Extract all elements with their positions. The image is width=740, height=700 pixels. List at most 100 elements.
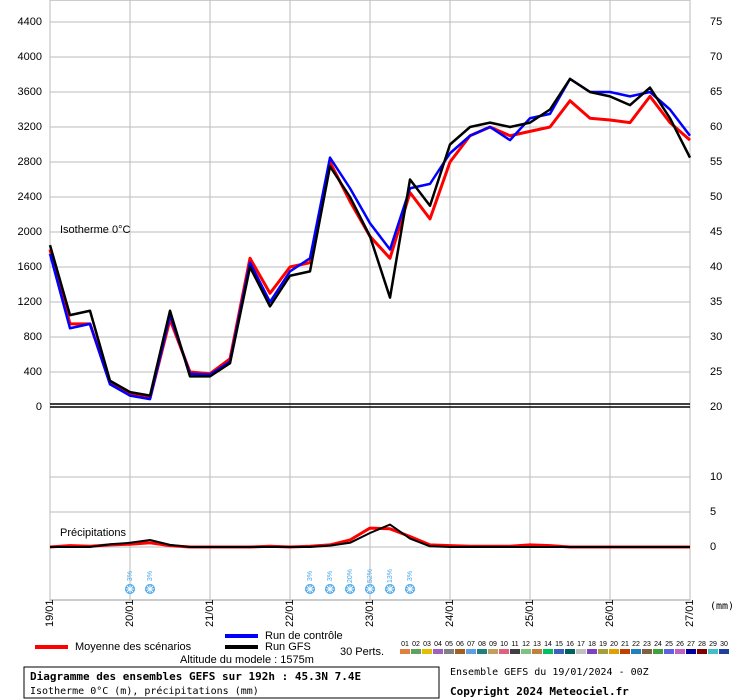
- pert-label: 27: [687, 641, 695, 648]
- x-tick-label: 25/01: [524, 599, 536, 627]
- snow-icon: [365, 584, 375, 594]
- series-line: [50, 523, 690, 548]
- pert-swatch: [433, 649, 443, 654]
- y-tick-label: 2800: [18, 156, 42, 168]
- pert-swatch: [576, 649, 586, 654]
- pert-swatch: [587, 649, 597, 654]
- pert-label: 01: [401, 641, 409, 648]
- pert-label: 13: [533, 641, 541, 648]
- perturbations-label: 30 Perts.: [340, 646, 384, 658]
- pert-swatch: [532, 649, 542, 654]
- snow-icon: [325, 584, 335, 594]
- pert-label: 22: [632, 641, 640, 648]
- pert-swatch: [510, 649, 520, 654]
- snow-label: 13%: [387, 569, 394, 583]
- series-line: [48, 77, 692, 397]
- panel-label: Précipitations: [60, 527, 127, 539]
- copyright: Copyright 2024 Meteociel.fr: [450, 685, 629, 698]
- y-tick-label: 2000: [18, 226, 42, 238]
- pert-label: 04: [434, 641, 442, 648]
- snow-icon: [405, 584, 415, 594]
- snow-icon: [345, 584, 355, 594]
- pert-swatch: [466, 649, 476, 654]
- pert-swatch: [697, 649, 707, 654]
- pert-swatch: [631, 649, 641, 654]
- y-tick-label: 3200: [18, 121, 42, 133]
- snow-label: 3%: [407, 571, 414, 581]
- pert-swatch: [444, 649, 454, 654]
- pert-swatch: [521, 649, 531, 654]
- pert-swatch: [488, 649, 498, 654]
- snow-icon: [305, 584, 315, 594]
- legend-label: Run GFS: [265, 641, 311, 653]
- y-tick-label: 4000: [18, 51, 42, 63]
- snow-flake-lines: [326, 585, 334, 593]
- pert-label: 08: [478, 641, 486, 648]
- y2-tick-label: 40: [710, 261, 722, 273]
- snow-flake-lines: [306, 585, 314, 593]
- y2-tick-label: 50: [710, 191, 722, 203]
- pert-label: 03: [423, 641, 431, 648]
- y2-tick-label: 55: [710, 156, 722, 168]
- pert-label: 23: [643, 641, 651, 648]
- y2-tick-label: 5: [710, 506, 716, 518]
- x-tick-label: 22/01: [284, 599, 296, 627]
- y-tick-label: 2400: [18, 191, 42, 203]
- y2-tick-label: 25: [710, 366, 722, 378]
- pert-label: 16: [566, 641, 574, 648]
- snow-label: 52%: [367, 569, 374, 583]
- snow-label: 3%: [147, 571, 154, 581]
- x-tick-label: 26/01: [604, 599, 616, 627]
- snow-icon: [385, 584, 395, 594]
- pert-swatch: [686, 649, 696, 654]
- y-tick-label: 3600: [18, 86, 42, 98]
- panel-label: Isotherme 0°C: [60, 224, 130, 236]
- y-tick-label: 1600: [18, 261, 42, 273]
- pert-label: 19: [599, 641, 607, 648]
- pert-label: 02: [412, 641, 420, 648]
- pert-label: 21: [621, 641, 629, 648]
- pert-label: 26: [676, 641, 684, 648]
- pert-swatch: [609, 649, 619, 654]
- pert-label: 11: [511, 641, 518, 648]
- y-tick-label: 0: [36, 401, 42, 413]
- snow-label: 3%: [307, 571, 314, 581]
- snow-flake-lines: [386, 585, 394, 593]
- y-tick-label: 1200: [18, 296, 42, 308]
- x-tick-label: 21/01: [204, 599, 216, 627]
- pert-label: 07: [467, 641, 475, 648]
- y2-tick-label: 30: [710, 331, 722, 343]
- pert-swatch: [400, 649, 410, 654]
- y2-tick-label: 45: [710, 226, 722, 238]
- pert-swatch: [642, 649, 652, 654]
- pert-swatch: [653, 649, 663, 654]
- footer-title: Diagramme des ensembles GEFS sur 192h : …: [30, 670, 361, 683]
- pert-label: 18: [588, 641, 596, 648]
- snow-flake-lines: [406, 585, 414, 593]
- snow-flake-lines: [146, 585, 154, 593]
- y2-tick-label: 60: [710, 121, 722, 133]
- y2-tick-label: 75: [710, 16, 722, 28]
- legend-label: Moyenne des scénarios: [75, 641, 192, 653]
- snow-flake-lines: [346, 585, 354, 593]
- pert-swatch: [675, 649, 685, 654]
- pert-swatch: [499, 649, 509, 654]
- y2-tick-label: 0: [710, 541, 716, 553]
- pert-label: 29: [709, 641, 717, 648]
- pert-label: 30: [720, 641, 728, 648]
- x-tick-label: 23/01: [364, 599, 376, 627]
- y-tick-label: 4400: [18, 16, 42, 28]
- y2-tick-label: 65: [710, 86, 722, 98]
- pert-label: 05: [445, 641, 453, 648]
- pert-swatch: [422, 649, 432, 654]
- y-tick-label: 800: [24, 331, 42, 343]
- y2-tick-label: 70: [710, 51, 722, 63]
- footer-subtitle: Isotherme 0°C (m), précipitations (mm): [30, 685, 259, 697]
- pert-swatch: [411, 649, 421, 654]
- pert-swatch: [455, 649, 465, 654]
- pert-swatch: [477, 649, 487, 654]
- pert-swatch: [708, 649, 718, 654]
- pert-label: 12: [522, 641, 530, 648]
- x-tick-label: 24/01: [444, 599, 456, 627]
